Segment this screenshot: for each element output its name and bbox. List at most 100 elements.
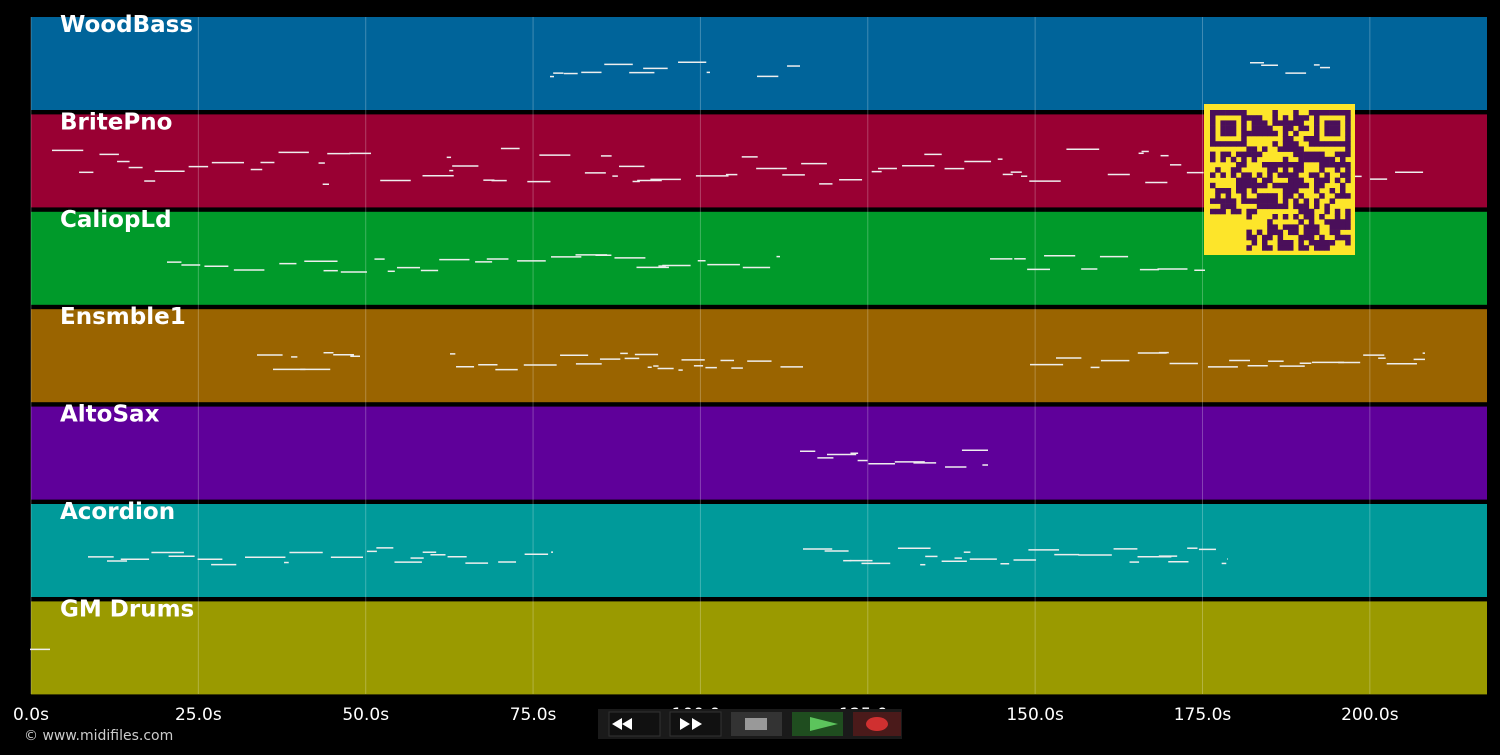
qr-cell xyxy=(1251,240,1258,246)
qr-cell xyxy=(1329,125,1336,132)
qr-cell xyxy=(1340,234,1346,241)
qr-cell xyxy=(1314,151,1320,158)
qr-cell xyxy=(1324,130,1330,137)
qr-cell xyxy=(1308,224,1315,230)
qr-cell xyxy=(1319,141,1325,147)
qr-cell xyxy=(1241,125,1247,132)
qr-cell xyxy=(1345,167,1351,173)
qr-cell xyxy=(1288,182,1294,189)
qr-cell xyxy=(1314,115,1320,121)
qr-cell xyxy=(1262,198,1268,204)
qr-cell xyxy=(1251,188,1258,194)
qr-cell xyxy=(1230,156,1237,163)
qr-cell xyxy=(1262,162,1268,168)
qr-cell xyxy=(1334,214,1341,220)
qr-cell xyxy=(1256,172,1263,178)
qr-cell xyxy=(1220,110,1226,116)
qr-cell xyxy=(1334,162,1341,168)
qr-cell xyxy=(1288,146,1294,152)
forward-icon xyxy=(680,718,702,730)
qr-cell xyxy=(1345,136,1351,142)
qr-cell xyxy=(1256,229,1263,236)
play-button[interactable] xyxy=(792,712,843,736)
qr-cell xyxy=(1308,219,1315,225)
qr-cell xyxy=(1324,203,1330,210)
stop-button[interactable] xyxy=(731,712,782,736)
qr-cell xyxy=(1345,193,1351,199)
qr-cell xyxy=(1340,224,1346,230)
qr-cell xyxy=(1225,151,1232,158)
track-band xyxy=(31,504,1487,597)
qr-cell xyxy=(1319,240,1325,246)
qr-cell xyxy=(1324,120,1330,126)
forward-button[interactable] xyxy=(669,711,722,737)
qr-cell xyxy=(1277,203,1284,210)
qr-cell xyxy=(1293,115,1299,121)
qr-cell xyxy=(1345,224,1351,230)
qr-cell xyxy=(1236,151,1242,158)
qr-cell xyxy=(1267,177,1273,184)
qr-cell xyxy=(1288,245,1294,251)
qr-cell xyxy=(1345,141,1351,147)
qr-cell xyxy=(1340,172,1346,178)
qr-cell xyxy=(1272,130,1278,137)
qr-cell xyxy=(1215,167,1221,173)
qr-cell xyxy=(1293,162,1299,168)
qr-cell xyxy=(1230,110,1237,116)
qr-cell xyxy=(1324,177,1330,184)
qr-cell xyxy=(1272,141,1278,147)
qr-cell xyxy=(1303,234,1310,241)
qr-cell xyxy=(1277,146,1284,152)
qr-cell xyxy=(1272,115,1278,121)
qr-cell xyxy=(1251,156,1258,163)
qr-cell xyxy=(1293,214,1299,220)
qr-cell xyxy=(1308,229,1315,236)
qr-cell xyxy=(1303,125,1310,132)
track-name: WoodBass xyxy=(60,12,193,38)
qr-cell xyxy=(1303,182,1310,189)
qr-cell xyxy=(1210,208,1216,215)
qr-cell xyxy=(1267,234,1273,241)
qr-cell xyxy=(1345,115,1351,121)
qr-cell xyxy=(1293,182,1299,189)
qr-cell xyxy=(1256,151,1263,158)
qr-cell xyxy=(1277,172,1284,178)
qr-cell xyxy=(1246,234,1252,241)
record-button[interactable] xyxy=(853,712,901,736)
qr-cell xyxy=(1293,198,1299,204)
qr-cell xyxy=(1314,120,1320,126)
qr-cell xyxy=(1329,240,1336,246)
qr-cell xyxy=(1288,125,1294,132)
stop-icon xyxy=(745,718,767,730)
qr-cell xyxy=(1272,203,1278,210)
qr-cell xyxy=(1334,224,1341,230)
qr-cell xyxy=(1329,224,1336,230)
track-name: Acordion xyxy=(60,499,175,525)
qr-cell xyxy=(1340,193,1346,199)
qr-cell xyxy=(1340,151,1346,158)
track-band xyxy=(31,309,1487,403)
qr-cell xyxy=(1288,193,1294,199)
qr-cell xyxy=(1246,146,1252,152)
qr-cell xyxy=(1256,130,1263,137)
qr-cell xyxy=(1267,172,1273,178)
qr-cell xyxy=(1230,167,1237,173)
qr-cell xyxy=(1298,167,1304,173)
rewind-button[interactable] xyxy=(608,711,661,737)
track-band xyxy=(31,406,1487,500)
qr-cell xyxy=(1324,219,1330,225)
qr-cell xyxy=(1293,203,1299,210)
qr-cell xyxy=(1340,141,1346,147)
qr-cell xyxy=(1241,156,1247,163)
qr-cell xyxy=(1282,188,1289,194)
qr-cell xyxy=(1246,130,1252,137)
qr-cell xyxy=(1236,141,1242,147)
qr-cell xyxy=(1345,214,1351,220)
x-tick-label: 150.0s xyxy=(1006,705,1064,725)
qr-cell xyxy=(1282,214,1289,220)
qr-cell xyxy=(1215,110,1221,116)
qr-cell xyxy=(1303,208,1310,215)
qr-cell xyxy=(1267,224,1273,230)
qr-cell xyxy=(1220,203,1226,210)
qr-cell xyxy=(1272,110,1278,116)
